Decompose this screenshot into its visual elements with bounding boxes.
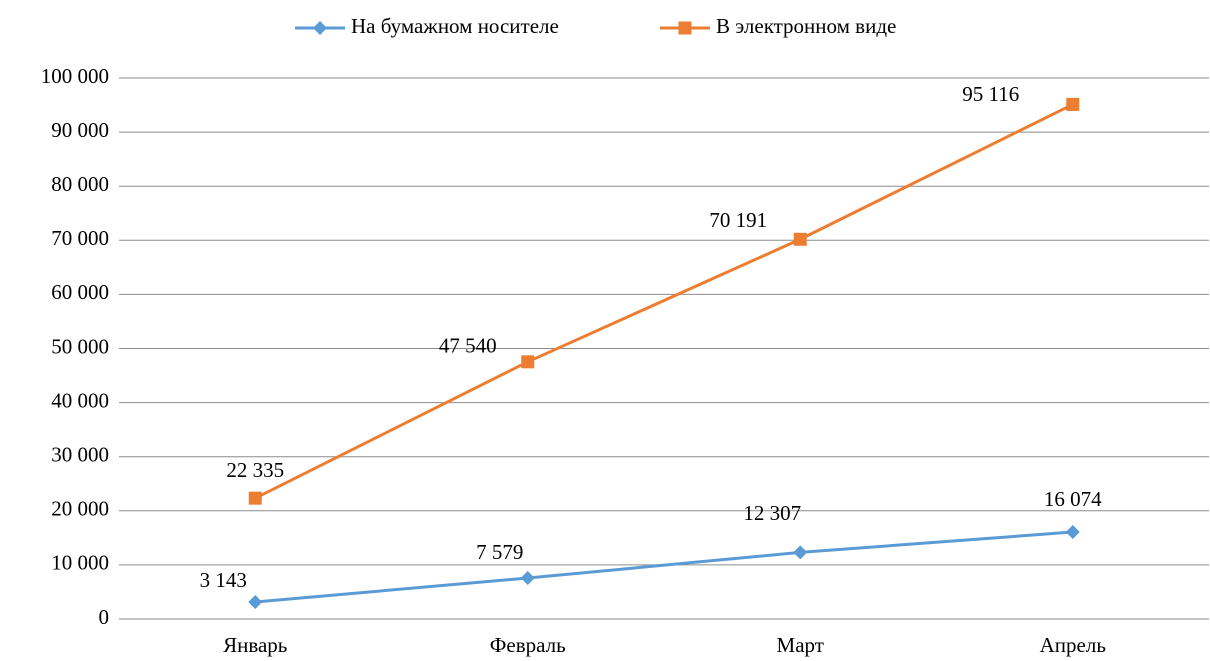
- marker: [248, 594, 263, 609]
- marker: [248, 491, 262, 505]
- series-line: [255, 530, 1073, 604]
- marker: [793, 545, 808, 560]
- data-label: 12 307: [743, 501, 801, 525]
- y-tick-label: 50 000: [51, 334, 109, 358]
- marker: [313, 21, 327, 35]
- y-tick-label: 70 000: [51, 226, 109, 250]
- marker: [678, 21, 692, 35]
- data-label: 95 116: [962, 82, 1019, 106]
- data-label: 70 191: [709, 208, 767, 232]
- legend-label: На бумажном носителе: [351, 14, 559, 38]
- marker: [793, 232, 807, 246]
- marker: [1065, 525, 1080, 540]
- y-tick-label: 90 000: [51, 118, 109, 142]
- legend-label: В электронном виде: [716, 14, 896, 38]
- y-tick-label: 30 000: [51, 443, 109, 467]
- y-tick-label: 40 000: [51, 388, 109, 412]
- data-label: 47 540: [439, 334, 497, 358]
- marker: [520, 570, 535, 585]
- y-tick-label: 0: [99, 605, 110, 629]
- data-label: 16 074: [1044, 487, 1102, 511]
- marker: [521, 355, 535, 369]
- x-tick-label: Январь: [223, 633, 287, 657]
- data-label: 7 579: [476, 540, 523, 564]
- x-tick-label: Март: [777, 633, 824, 657]
- x-tick-label: Февраль: [490, 633, 566, 657]
- y-tick-label: 80 000: [51, 172, 109, 196]
- data-label: 3 143: [200, 568, 247, 592]
- y-tick-label: 10 000: [51, 551, 109, 575]
- y-tick-label: 20 000: [51, 497, 109, 521]
- x-tick-label: Апрель: [1040, 633, 1106, 657]
- marker: [1066, 97, 1080, 111]
- data-label: 22 335: [226, 458, 284, 482]
- y-tick-label: 100 000: [41, 64, 109, 88]
- series-line: [254, 103, 1074, 500]
- y-tick-label: 60 000: [51, 280, 109, 304]
